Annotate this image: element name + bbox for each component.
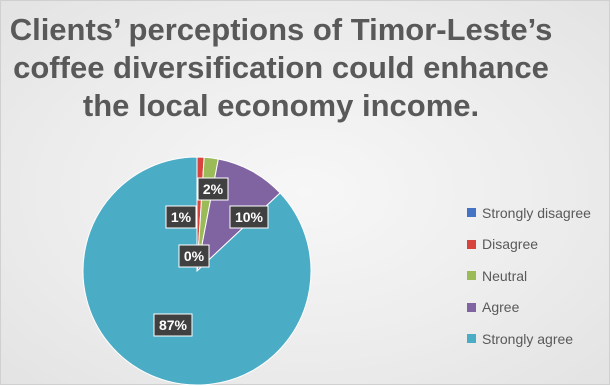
legend-swatch [467,208,476,218]
pie-slice-strongly-agree [82,156,312,386]
chart-title-line-1: Clients’ perceptions of Timor-Leste’s [9,12,553,47]
legend-item-strongly-agree: Strongly agree [467,323,591,355]
svg-text:1%: 1% [171,209,192,225]
svg-text:10%: 10% [235,209,264,225]
legend-label: Strongly agree [482,330,574,347]
legend-label: Neutral [482,267,528,284]
legend-label: Strongly disagree [482,204,591,221]
data-label-disagree: 1% [165,205,197,229]
legend-swatch [467,334,476,344]
svg-text:0%: 0% [184,248,205,264]
data-label-strongly-disagree: 0% [178,244,210,268]
legend-item-agree: Agree [467,292,591,324]
legend-item-disagree: Disagree [467,229,591,261]
data-label-neutral: 2% [197,177,229,201]
legend: Strongly disagree Disagree Neutral Agree Str… [467,197,591,355]
chart-title-line-3: the local economy income. [82,88,480,123]
svg-text:87%: 87% [159,317,188,333]
legend-swatch [467,239,476,249]
legend-item-neutral: Neutral [467,260,591,292]
legend-swatch [467,302,476,312]
data-label-strongly-agree: 87% [153,313,193,337]
chart-title-line-2: coffee diversification could enhance [13,50,549,85]
data-label-agree: 10% [229,205,269,229]
chart-title: Clients’ perceptions of Timor-Leste’s co… [1,11,561,125]
legend-label: Disagree [482,236,539,253]
pie-data-labels: 0% 1% 2% 10% 87% [153,177,269,337]
svg-text:2%: 2% [203,181,224,197]
legend-swatch [467,271,476,281]
legend-item-strongly-disagree: Strongly disagree [467,197,591,229]
pie-slices [82,156,312,386]
legend-label: Agree [482,299,520,316]
